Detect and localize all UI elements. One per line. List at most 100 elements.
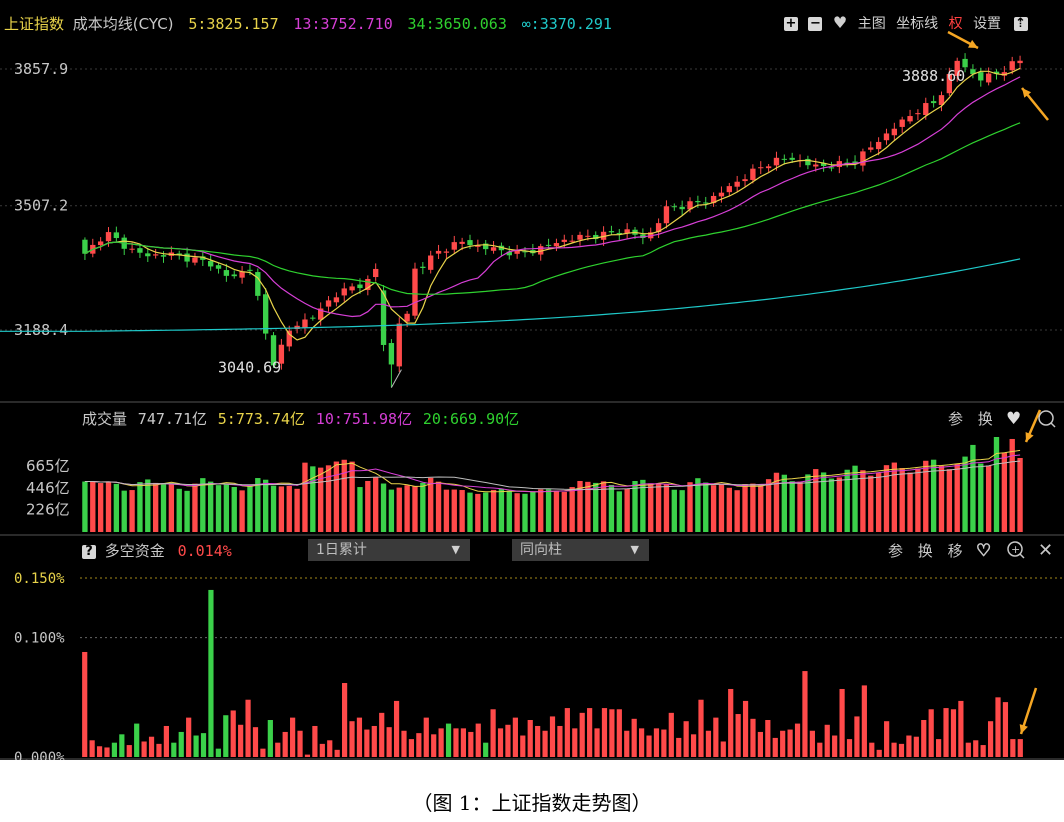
zoom-in-icon[interactable]: + <box>784 16 798 31</box>
candle-body <box>302 319 308 328</box>
fund-bar <box>1010 739 1016 757</box>
zoom-out-icon[interactable]: − <box>808 16 823 31</box>
fund-move-button[interactable]: 移 <box>947 542 963 560</box>
annotation-arrow-head <box>1019 724 1028 734</box>
volume-ma10-line <box>84 454 1021 493</box>
fund-tick-label: 0.000% <box>14 750 65 760</box>
candle-body <box>600 231 607 240</box>
candle-body <box>373 268 379 278</box>
volume-bar <box>978 463 984 532</box>
fund-bar <box>156 743 162 757</box>
volume-title[interactable]: 成交量 <box>82 410 128 428</box>
candle-body <box>985 73 992 83</box>
volume-bar <box>113 483 120 532</box>
volume-bar <box>954 463 960 532</box>
volume-bar <box>349 461 355 532</box>
volume-header: 成交量 747.71亿 5:773.74亿 10:751.98亿 20:669.… <box>82 409 519 429</box>
volume-bar <box>302 462 308 532</box>
candle-body <box>585 235 591 237</box>
fund-bar <box>950 709 957 757</box>
candle-body <box>176 253 182 255</box>
fund-bar <box>987 721 994 757</box>
fund-bar <box>794 723 801 757</box>
volume-switch-button[interactable]: 换 <box>977 410 993 428</box>
heart-outline-icon: ♡ <box>976 541 991 561</box>
accumulate-dropdown[interactable]: 1日累计 ▼ <box>308 539 470 561</box>
volume-bar <box>632 480 638 532</box>
volume-bar <box>985 465 992 532</box>
fund-bar <box>936 739 942 757</box>
fund-bar <box>676 737 682 757</box>
candle-body <box>1017 60 1023 64</box>
low-price-pointer <box>390 369 402 388</box>
volume-bar <box>451 489 457 532</box>
candle-body <box>671 206 677 208</box>
candle-body <box>538 246 544 255</box>
volume-bar <box>789 481 795 532</box>
volume-bar <box>365 480 371 532</box>
fund-bar <box>624 730 630 757</box>
candle-body <box>145 253 151 257</box>
fund-bar <box>468 731 474 757</box>
settings-button[interactable]: 设置 <box>973 16 1002 32</box>
fund-bar <box>230 710 236 757</box>
indicator-name[interactable]: 成本均线(CYC) <box>72 15 174 33</box>
volume-bar <box>813 469 819 532</box>
fund-bar <box>728 688 734 757</box>
fund-param-button[interactable]: 参 <box>888 542 904 560</box>
fund-toolbar: 参 换 移 <box>888 541 963 561</box>
low-price-label: 3040.69 <box>218 359 281 377</box>
candle-body <box>200 256 206 260</box>
volume-bar <box>152 482 159 532</box>
bar-style-dropdown-value: 同向柱 <box>520 542 562 558</box>
volume-bar <box>577 480 583 532</box>
main-chart-button[interactable]: 主图 <box>857 16 886 32</box>
fund-bar <box>371 725 377 757</box>
fund-bar <box>549 716 556 757</box>
fund-bar <box>334 749 340 757</box>
candle-body <box>475 245 481 247</box>
rights-button[interactable]: 权 <box>948 16 963 32</box>
candle-body <box>428 255 434 270</box>
fund-bar <box>223 715 229 757</box>
candle-body <box>396 323 402 367</box>
export-icon[interactable]: ⇡ <box>1013 16 1028 31</box>
volume-bar <box>498 488 505 532</box>
fund-bar <box>290 717 296 757</box>
volume-bar <box>341 459 347 532</box>
volume-bar <box>412 485 418 532</box>
volume-bar <box>404 485 410 532</box>
fund-bar <box>958 700 964 757</box>
axis-line-button[interactable]: 坐标线 <box>896 16 939 32</box>
fund-bar <box>245 699 251 757</box>
help-icon[interactable]: ? <box>82 544 96 559</box>
fund-bar <box>742 700 749 757</box>
candle-body <box>207 261 214 267</box>
candle-body <box>278 344 285 364</box>
volume-bar <box>585 481 591 532</box>
fund-bar <box>557 725 563 757</box>
volume-ma5: 5:773.74亿 <box>217 410 306 428</box>
fund-bar <box>193 735 199 757</box>
volume-param-button[interactable]: 参 <box>948 410 964 428</box>
fund-bar <box>356 717 363 757</box>
volume-bar <box>90 481 96 532</box>
candle-body <box>836 161 843 167</box>
volume-bar <box>388 489 395 532</box>
volume-bar <box>993 437 1000 532</box>
candle-body <box>875 141 882 150</box>
candle-body <box>215 265 222 269</box>
favorite-heart-icon[interactable]: ♥ <box>832 13 848 32</box>
volume-bar <box>1017 458 1023 532</box>
fund-switch-button[interactable]: 换 <box>917 542 933 560</box>
volume-bar <box>145 479 151 532</box>
fund-bar <box>453 728 459 757</box>
volume-bar <box>247 485 253 532</box>
fund-bar <box>364 729 370 757</box>
index-name[interactable]: 上证指数 <box>4 15 65 33</box>
fund-title[interactable]: 多空资金 <box>104 542 165 560</box>
bar-style-dropdown[interactable]: 同向柱 ▼ <box>512 539 649 561</box>
fund-bar <box>653 728 660 757</box>
candle-body <box>184 253 190 262</box>
volume-bar <box>105 481 112 532</box>
